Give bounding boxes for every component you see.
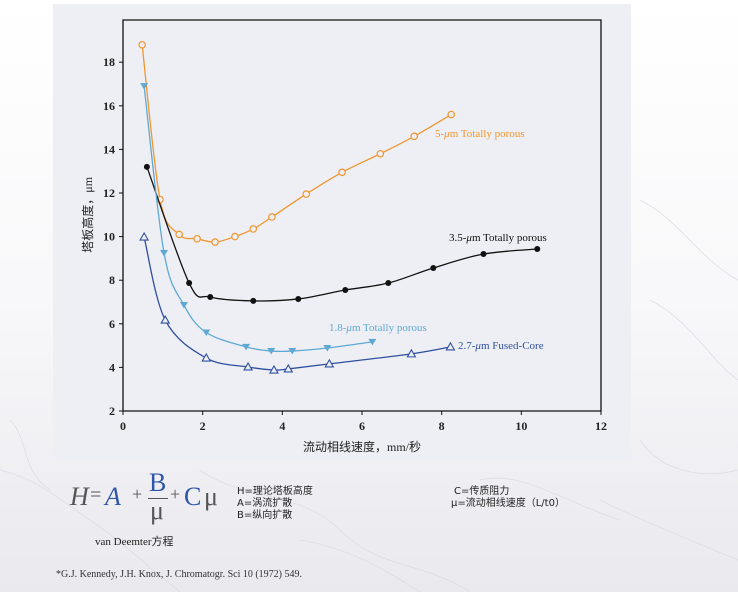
series-1: 3.5-μm Totally porous (143, 163, 547, 304)
van-deemter-chart: 0 2 4 6 8 10 1224681012141618流动相线速度，mm/秒塔板高度，μ… (80, 19, 607, 454)
data-point (179, 302, 188, 309)
formula-C: C (184, 482, 202, 511)
data-point (193, 234, 201, 243)
data-point (250, 297, 257, 304)
data-point (338, 168, 346, 177)
fit-curve (146, 166, 538, 302)
x-tick-label: 10 (515, 419, 527, 433)
formula-equals: = (90, 484, 102, 506)
y-tick-label: 10 (103, 230, 115, 244)
y-tick-label: 12 (103, 186, 115, 200)
data-point (447, 110, 456, 119)
data-point (140, 83, 149, 90)
data-point (302, 190, 311, 198)
formula-B: B (149, 468, 167, 497)
data-point (269, 364, 279, 374)
x-tick-label: 12 (595, 419, 607, 433)
data-point (288, 348, 297, 355)
chart-panel (53, 4, 631, 460)
x-axis-label: 流动相线速度，mm/秒 (303, 439, 421, 454)
y-tick-label: 14 (103, 142, 115, 156)
data-point (376, 149, 385, 158)
formula-mu-denominator: μ (150, 496, 164, 525)
fraction-bar (148, 498, 168, 499)
x-tick-label: 4 (279, 419, 285, 433)
formula-caption: van Deemter方程 (95, 536, 174, 548)
data-point (202, 329, 211, 337)
data-point (160, 249, 169, 257)
data-point (160, 314, 171, 324)
data-point (268, 213, 276, 221)
data-point (231, 232, 239, 241)
data-point (186, 280, 193, 287)
x-tick-label: 2 (200, 419, 206, 433)
data-point (295, 295, 302, 302)
data-point (283, 363, 294, 373)
data-point (342, 287, 349, 294)
formula-plus: + (132, 484, 143, 504)
data-point (249, 225, 258, 233)
data-point (201, 352, 212, 362)
data-point (368, 338, 377, 346)
data-point (175, 230, 183, 239)
plot-frame (122, 19, 602, 412)
y-tick-label: 8 (109, 273, 115, 287)
data-point (143, 163, 150, 170)
data-point (267, 348, 276, 355)
data-point (385, 280, 392, 287)
series-label: 2.7-μm Fused-Core (458, 340, 544, 352)
data-point (139, 231, 150, 241)
data-point (445, 341, 456, 351)
van-deemter-formula: H = A + B μ + C μ (70, 468, 260, 534)
y-axis-label: 塔板高度，μm (80, 176, 95, 252)
definition-A: A=涡流扩散 (237, 498, 293, 509)
series-2: 1.8-μm Totally porous (140, 83, 427, 355)
x-tick-label: 0 (120, 419, 126, 433)
data-point (410, 132, 418, 141)
data-point (534, 246, 541, 253)
data-point (207, 293, 214, 300)
series-label: 1.8-μm Totally porous (329, 322, 427, 334)
data-point (211, 238, 219, 246)
formula-plus: + (170, 484, 181, 504)
x-tick-label: 6 (359, 419, 365, 433)
series-label: 3.5-μm Totally porous (449, 232, 547, 244)
data-point (138, 40, 146, 49)
data-point (430, 264, 437, 271)
data-point (323, 344, 332, 352)
fit-curve (143, 86, 373, 353)
definition-B: B=纵向扩散 (237, 510, 293, 521)
data-point (242, 343, 251, 351)
y-tick-label: 4 (109, 360, 115, 374)
data-point (324, 358, 335, 368)
formula-mu: μ (204, 482, 218, 511)
x-tick-label: 8 (439, 419, 445, 433)
y-tick-label: 16 (103, 99, 115, 113)
y-tick-label: 2 (109, 404, 115, 418)
series-3: 2.7-μm Fused-Core (139, 231, 544, 374)
data-point (480, 251, 487, 258)
series-0: 5-μm Totally porous (138, 40, 525, 246)
definition-C: C=传质阻力 (454, 486, 510, 497)
definition-mu: μ=流动相线速度（L/t0） (451, 498, 565, 509)
formula-H: H (70, 482, 89, 511)
series-label: 5-μm Totally porous (435, 128, 525, 140)
definitions-left: H=理论塔板高度 A=涡流扩散 B=纵向扩散 (237, 486, 313, 522)
data-point (406, 348, 417, 358)
definitions-right: C=传质阻力 μ=流动相线速度（L/t0） (451, 486, 565, 510)
reference-citation: *G.J. Kennedy, J.H. Knox, J. Chromatogr.… (56, 569, 303, 580)
definition-H: H=理论塔板高度 (237, 486, 313, 497)
data-point (243, 361, 254, 371)
fit-curve (141, 44, 452, 243)
y-tick-label: 18 (103, 55, 115, 69)
formula-A: A (105, 482, 121, 511)
y-tick-label: 6 (109, 317, 115, 331)
